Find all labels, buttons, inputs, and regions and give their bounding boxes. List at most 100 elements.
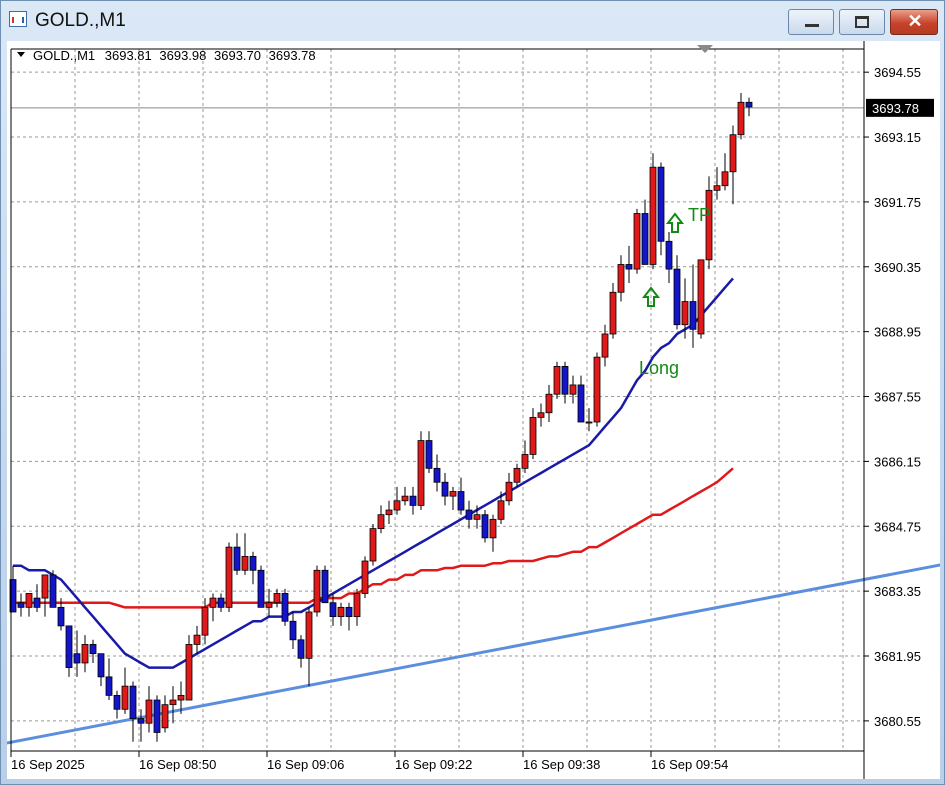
chart-window-icon[interactable] xyxy=(9,11,27,27)
candle xyxy=(145,686,153,733)
candle xyxy=(257,565,265,608)
candle xyxy=(89,639,97,663)
chart-shift-marker[interactable] xyxy=(697,45,713,53)
candle-body xyxy=(225,546,233,608)
candle xyxy=(457,477,465,515)
candle xyxy=(433,454,441,492)
header-low: 3693.70 xyxy=(214,48,261,63)
candle-body xyxy=(689,301,697,330)
candle-body xyxy=(89,644,97,655)
candle-body xyxy=(153,699,161,733)
candle-body xyxy=(25,593,33,608)
candle xyxy=(201,598,209,645)
title-bar[interactable]: GOLD.,M1 ✕ xyxy=(1,1,944,41)
candle-body xyxy=(433,467,441,483)
slow-moving-average-line xyxy=(13,467,734,609)
candle xyxy=(105,658,113,701)
maximize-button[interactable] xyxy=(839,9,885,35)
candle xyxy=(369,523,377,566)
chart-header-dropdown-icon[interactable] xyxy=(17,52,25,57)
candle-body xyxy=(345,606,353,618)
header-open: 3693.81 xyxy=(105,48,152,63)
candle-body xyxy=(649,166,657,265)
take-profit-label: TP xyxy=(688,205,711,225)
candle xyxy=(665,232,673,283)
minimize-button[interactable] xyxy=(788,9,834,35)
candle-body xyxy=(305,611,313,659)
candle xyxy=(545,384,553,423)
candle xyxy=(697,259,705,339)
candle-body xyxy=(329,602,337,618)
candle xyxy=(657,162,665,256)
candle xyxy=(489,514,497,552)
candle xyxy=(345,602,353,631)
candle-body xyxy=(593,356,601,423)
candle xyxy=(185,635,193,701)
candle xyxy=(321,565,329,604)
candle xyxy=(209,593,217,622)
candle xyxy=(569,375,577,404)
price-tick-label: 3684.75 xyxy=(874,519,921,534)
candle-body xyxy=(489,518,497,539)
chart-area[interactable]: TP Long GOLD.,M1 3693.81 3693.98 3693.70 … xyxy=(0,41,945,779)
candle xyxy=(641,199,649,265)
candle-body xyxy=(313,569,321,613)
candle-body xyxy=(425,440,433,469)
candle-body xyxy=(169,699,177,706)
candle-body xyxy=(129,685,137,719)
candle xyxy=(585,408,593,432)
candle xyxy=(617,255,625,302)
candle xyxy=(137,709,145,742)
candle xyxy=(289,611,297,650)
candle-body xyxy=(601,333,609,358)
price-chart[interactable]: TP Long GOLD.,M1 3693.81 3693.98 3693.70 … xyxy=(0,41,945,779)
candle-body xyxy=(441,481,449,497)
price-tick-label: 3687.55 xyxy=(874,390,921,405)
long-label: Long xyxy=(639,358,679,378)
candle xyxy=(73,630,81,677)
candle-body xyxy=(73,653,81,664)
candle xyxy=(81,635,89,673)
candle-body xyxy=(257,569,265,608)
candle xyxy=(673,255,681,330)
candle xyxy=(425,431,433,473)
candle xyxy=(113,690,121,719)
candle xyxy=(449,486,457,511)
candle xyxy=(473,505,481,529)
candle xyxy=(649,153,657,270)
candle-body xyxy=(737,101,745,136)
time-tick-label: 16 Sep 09:06 xyxy=(267,757,344,772)
candle-body xyxy=(57,606,65,627)
annotations: TP Long xyxy=(639,205,711,378)
candle xyxy=(9,565,17,613)
candle xyxy=(193,625,201,654)
take-profit-arrow-icon xyxy=(665,212,685,233)
candle-body xyxy=(673,268,681,326)
close-button[interactable]: ✕ xyxy=(890,9,938,35)
candle-body xyxy=(521,454,529,469)
price-axis[interactable]: 3694.55 3693.15 3691.75 3690.35 3688.95 3687.… xyxy=(864,65,934,729)
candle-body xyxy=(233,546,241,571)
candle-body xyxy=(657,166,665,242)
price-tick-label: 3690.35 xyxy=(874,260,921,275)
candle xyxy=(233,533,241,575)
candle xyxy=(505,472,513,506)
candle xyxy=(465,500,473,529)
candle xyxy=(625,245,633,283)
price-tick-label: 3683.35 xyxy=(874,584,921,599)
candle xyxy=(313,565,321,617)
time-axis[interactable]: 16 Sep 2025 16 Sep 08:50 16 Sep 09:06 16 Se… xyxy=(10,751,728,772)
header-symbol: GOLD.,M1 xyxy=(33,48,95,63)
time-tick-label: 16 Sep 09:38 xyxy=(523,757,600,772)
candle-body xyxy=(465,509,473,520)
candle xyxy=(681,278,689,339)
candle xyxy=(57,598,65,631)
candle-body xyxy=(497,500,505,520)
candle-body xyxy=(9,579,17,613)
candle xyxy=(377,505,385,534)
candle-body xyxy=(17,602,25,608)
candle-body xyxy=(265,602,273,608)
candle-body xyxy=(321,569,329,604)
candle-body xyxy=(585,421,593,424)
candle xyxy=(529,408,537,460)
